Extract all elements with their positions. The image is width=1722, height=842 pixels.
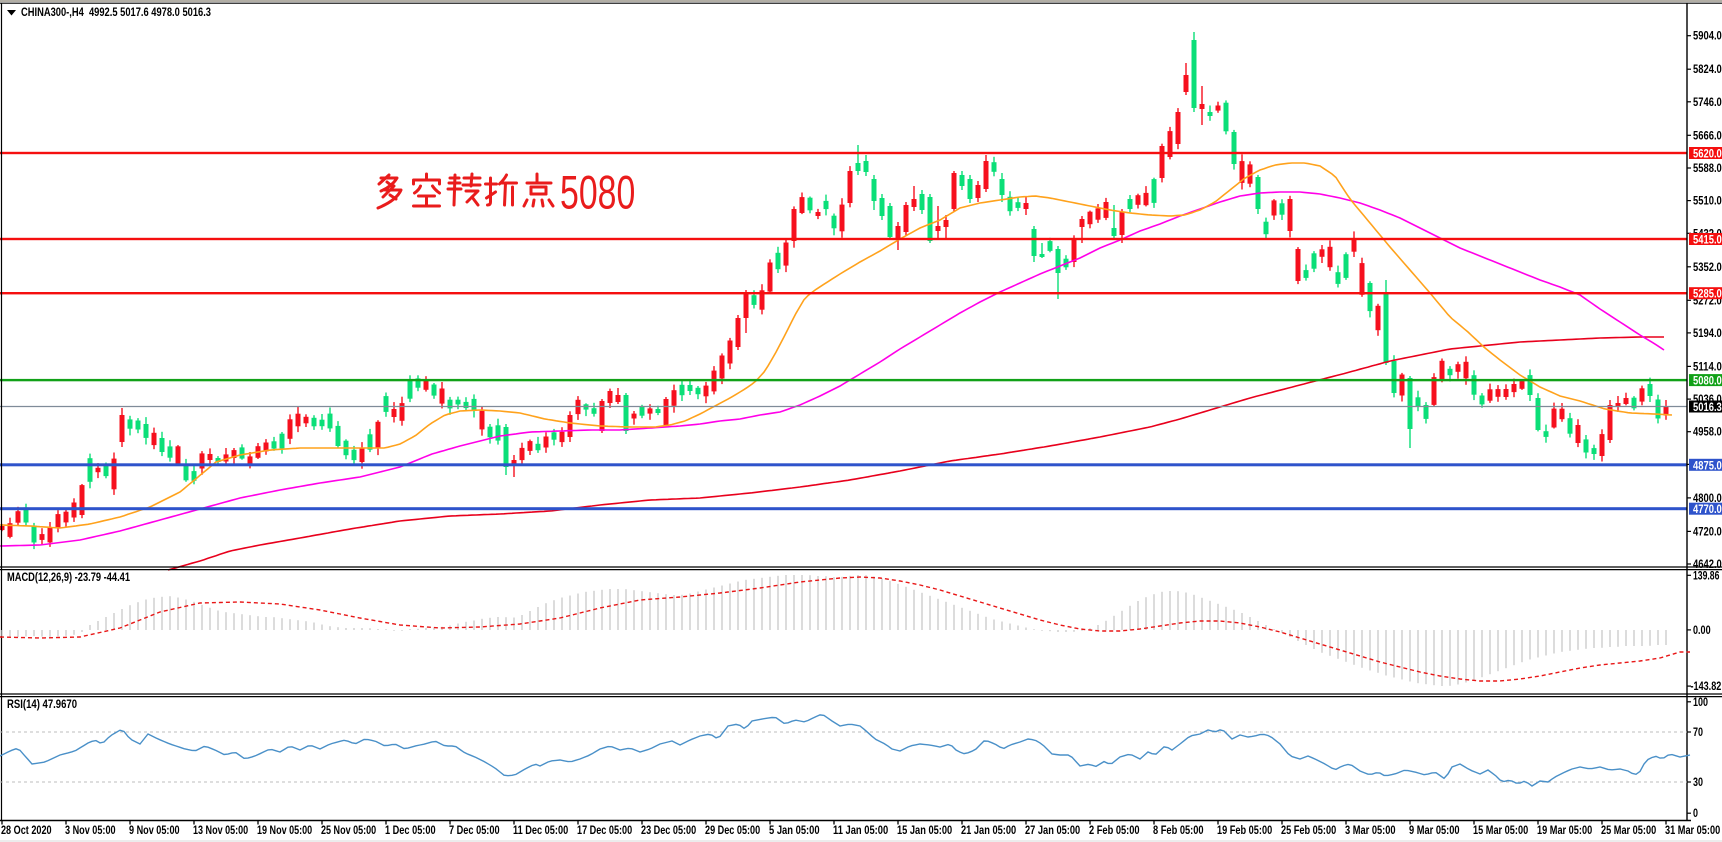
svg-text:0: 0: [1693, 808, 1698, 820]
svg-text:13 Nov 05:00: 13 Nov 05:00: [193, 825, 248, 837]
svg-text:31 Mar 05:00: 31 Mar 05:00: [1665, 825, 1720, 837]
svg-text:1 Dec 05:00: 1 Dec 05:00: [385, 825, 436, 837]
svg-text:5285.0: 5285.0: [1693, 289, 1722, 301]
svg-text:139.86: 139.86: [1693, 570, 1719, 582]
svg-text:-143.82: -143.82: [1691, 681, 1722, 693]
svg-text:5114.0: 5114.0: [1693, 361, 1722, 373]
svg-text:4875.0: 4875.0: [1693, 460, 1722, 472]
svg-text:4770.0: 4770.0: [1693, 504, 1722, 516]
svg-text:25 Mar 05:00: 25 Mar 05:00: [1601, 825, 1656, 837]
svg-text:4958.0: 4958.0: [1693, 427, 1722, 439]
svg-text:70: 70: [1693, 727, 1703, 739]
svg-text:5080: 5080: [560, 166, 635, 219]
svg-text:5194.0: 5194.0: [1693, 328, 1722, 340]
svg-text:11 Jan 05:00: 11 Jan 05:00: [833, 825, 888, 837]
svg-text:30: 30: [1693, 777, 1703, 789]
svg-text:5352.0: 5352.0: [1693, 262, 1722, 274]
svg-text:5746.0: 5746.0: [1693, 97, 1722, 109]
svg-text:19 Nov 05:00: 19 Nov 05:00: [257, 825, 312, 837]
svg-text:4720.0: 4720.0: [1693, 526, 1722, 538]
svg-text:RSI(14) 47.9670: RSI(14) 47.9670: [7, 699, 77, 711]
svg-text:0.00: 0.00: [1693, 625, 1711, 637]
svg-text:5666.0: 5666.0: [1693, 130, 1722, 142]
svg-text:15 Jan 05:00: 15 Jan 05:00: [897, 825, 952, 837]
svg-text:CHINA300-,H4 4992.5 5017.6 49: CHINA300-,H4 4992.5 5017.6 4978.0 5016.3: [21, 5, 211, 19]
svg-text:5415.0: 5415.0: [1693, 235, 1722, 247]
svg-text:23 Dec 05:00: 23 Dec 05:00: [641, 825, 696, 837]
svg-text:17 Dec 05:00: 17 Dec 05:00: [577, 825, 632, 837]
svg-text:100: 100: [1693, 697, 1708, 709]
svg-text:27 Jan 05:00: 27 Jan 05:00: [1025, 825, 1080, 837]
svg-text:5620.0: 5620.0: [1693, 149, 1722, 161]
svg-text:8 Feb 05:00: 8 Feb 05:00: [1153, 825, 1204, 837]
svg-text:5080.0: 5080.0: [1693, 376, 1722, 388]
svg-text:19 Feb 05:00: 19 Feb 05:00: [1217, 825, 1272, 837]
svg-text:4800.0: 4800.0: [1693, 493, 1722, 505]
svg-text:25 Feb 05:00: 25 Feb 05:00: [1281, 825, 1336, 837]
svg-text:4642.0: 4642.0: [1693, 559, 1722, 571]
svg-text:19 Mar 05:00: 19 Mar 05:00: [1537, 825, 1592, 837]
svg-text:11 Dec 05:00: 11 Dec 05:00: [513, 825, 568, 837]
svg-text:7 Dec 05:00: 7 Dec 05:00: [449, 825, 500, 837]
svg-text:3 Nov 05:00: 3 Nov 05:00: [65, 825, 116, 837]
svg-text:MACD(12,26,9) -23.79 -44.41: MACD(12,26,9) -23.79 -44.41: [7, 572, 130, 584]
svg-text:2 Feb 05:00: 2 Feb 05:00: [1089, 825, 1140, 837]
svg-text:5904.0: 5904.0: [1693, 31, 1722, 43]
svg-text:15 Mar 05:00: 15 Mar 05:00: [1473, 825, 1528, 837]
svg-text:5588.0: 5588.0: [1693, 163, 1722, 175]
svg-text:21 Jan 05:00: 21 Jan 05:00: [961, 825, 1016, 837]
svg-text:28 Oct 2020: 28 Oct 2020: [1, 825, 52, 837]
svg-text:3 Mar 05:00: 3 Mar 05:00: [1345, 825, 1396, 837]
svg-text:9 Nov 05:00: 9 Nov 05:00: [129, 825, 180, 837]
svg-text:9 Mar 05:00: 9 Mar 05:00: [1409, 825, 1460, 837]
svg-text:25 Nov 05:00: 25 Nov 05:00: [321, 825, 376, 837]
svg-text:29 Dec 05:00: 29 Dec 05:00: [705, 825, 760, 837]
svg-text:5 Jan 05:00: 5 Jan 05:00: [769, 825, 820, 837]
svg-text:5824.0: 5824.0: [1693, 64, 1722, 76]
svg-text:5016.3: 5016.3: [1693, 402, 1722, 414]
svg-text:5510.0: 5510.0: [1693, 196, 1722, 208]
